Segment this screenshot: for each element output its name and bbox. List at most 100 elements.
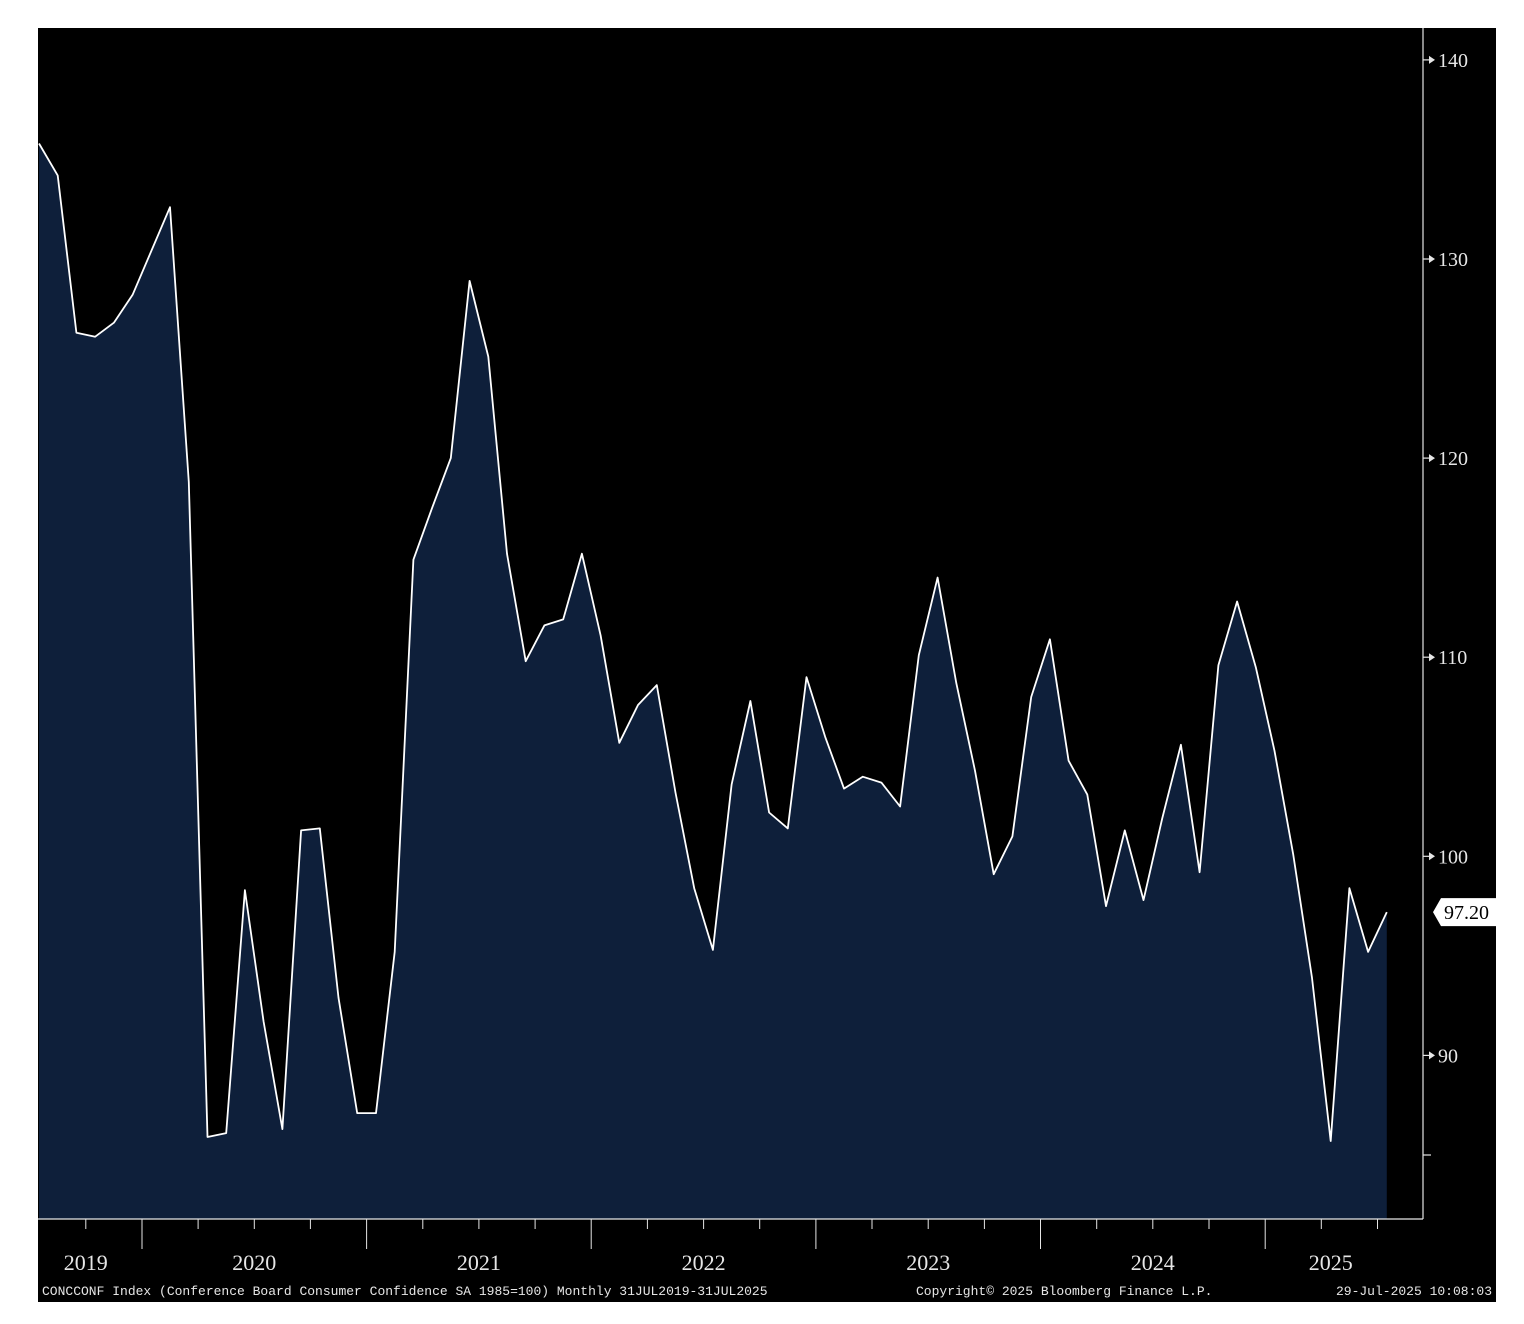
data-point bbox=[1067, 760, 1069, 762]
y-tick-label: 140 bbox=[1438, 50, 1468, 72]
data-point bbox=[394, 951, 396, 953]
data-point bbox=[862, 776, 864, 778]
y-tick-label: 130 bbox=[1438, 249, 1468, 271]
y-tick-label: 100 bbox=[1438, 846, 1468, 868]
data-point bbox=[506, 553, 508, 555]
data-point bbox=[281, 1128, 283, 1130]
data-point bbox=[188, 481, 190, 483]
data-point bbox=[1142, 899, 1144, 901]
y-tick-arrow bbox=[1429, 653, 1435, 662]
x-year-label: 2025 bbox=[1309, 1250, 1353, 1275]
footer-source: CONCCONF Index (Conference Board Consume… bbox=[42, 1284, 768, 1299]
data-point bbox=[562, 618, 564, 620]
data-point bbox=[150, 250, 152, 252]
data-point bbox=[1367, 951, 1369, 953]
data-point bbox=[599, 634, 601, 636]
data-point bbox=[337, 997, 339, 999]
data-point bbox=[57, 174, 59, 176]
data-point bbox=[1292, 853, 1294, 855]
data-point bbox=[375, 1112, 377, 1114]
data-point bbox=[543, 624, 545, 626]
data-point bbox=[1273, 750, 1275, 752]
data-point bbox=[1011, 835, 1013, 837]
data-point bbox=[244, 889, 246, 891]
data-point bbox=[94, 336, 96, 338]
data-point bbox=[843, 787, 845, 789]
data-point bbox=[1030, 696, 1032, 698]
data-point bbox=[300, 829, 302, 831]
y-tick-label: 110 bbox=[1438, 647, 1467, 669]
data-point bbox=[880, 781, 882, 783]
data-point bbox=[787, 827, 789, 829]
data-point bbox=[581, 553, 583, 555]
x-year-label: 2019 bbox=[64, 1250, 108, 1275]
y-tick-arrow bbox=[1429, 1051, 1435, 1060]
data-point bbox=[993, 873, 995, 875]
data-point bbox=[693, 887, 695, 889]
y-axis: 90 100 110 120 130 140 bbox=[1422, 28, 1468, 1219]
y-tick-label: 90 bbox=[1438, 1045, 1458, 1067]
data-point bbox=[1348, 887, 1350, 889]
data-point bbox=[1217, 664, 1219, 666]
data-point bbox=[1124, 829, 1126, 831]
data-point bbox=[1105, 905, 1107, 907]
data-point bbox=[974, 770, 976, 772]
data-point bbox=[450, 457, 452, 459]
data-point bbox=[75, 332, 77, 334]
data-point bbox=[1236, 600, 1238, 602]
data-point bbox=[525, 660, 527, 662]
data-point bbox=[487, 355, 489, 357]
data-point bbox=[1198, 871, 1200, 873]
x-year-label: 2020 bbox=[232, 1250, 276, 1275]
data-point bbox=[1330, 1140, 1332, 1142]
data-point bbox=[637, 704, 639, 706]
data-point bbox=[468, 280, 470, 282]
data-point bbox=[768, 811, 770, 813]
footer-copyright: Copyright© 2025 Bloomberg Finance L.P. bbox=[916, 1284, 1212, 1299]
data-point bbox=[1255, 666, 1257, 668]
footer-timestamp: 29-Jul-2025 10:08:03 bbox=[1336, 1284, 1492, 1299]
series-area bbox=[39, 143, 1387, 1219]
data-point bbox=[1161, 817, 1163, 819]
data-point bbox=[749, 700, 751, 702]
data-point bbox=[918, 654, 920, 656]
data-point bbox=[730, 783, 732, 785]
y-tick-arrow bbox=[1429, 55, 1435, 64]
data-point bbox=[225, 1132, 227, 1134]
y-tick-arrow bbox=[1429, 255, 1435, 263]
data-point bbox=[1180, 744, 1182, 746]
data-point bbox=[431, 507, 433, 509]
x-axis: 2019 2020 2021 2022 2023 2024 2025 bbox=[38, 1218, 1423, 1275]
data-point bbox=[955, 682, 957, 684]
data-point bbox=[206, 1136, 208, 1138]
data-point bbox=[824, 736, 826, 738]
last-value-tag bbox=[1433, 898, 1496, 927]
data-point bbox=[1049, 638, 1051, 640]
data-point bbox=[618, 742, 620, 744]
y-tick-arrow bbox=[1429, 454, 1435, 463]
y-tick-label: 120 bbox=[1438, 448, 1468, 470]
x-year-label: 2021 bbox=[457, 1250, 501, 1275]
data-point bbox=[656, 684, 658, 686]
last-value-label: 97.20 bbox=[1444, 902, 1489, 924]
data-point bbox=[319, 827, 321, 829]
data-point bbox=[1311, 977, 1313, 979]
last-value-marker: 97.20 bbox=[1433, 898, 1496, 927]
data-point bbox=[936, 576, 938, 578]
series-line bbox=[38, 143, 1388, 1142]
data-point bbox=[131, 294, 133, 296]
data-point bbox=[113, 322, 115, 324]
chart-frame: 90 100 110 120 130 140 2019 2020 2021 2022 2023 20… bbox=[38, 28, 1496, 1302]
data-point bbox=[356, 1112, 358, 1114]
data-point bbox=[712, 949, 714, 951]
data-point bbox=[899, 805, 901, 807]
x-year-label: 2024 bbox=[1131, 1250, 1175, 1275]
data-point bbox=[674, 791, 676, 793]
x-year-label: 2023 bbox=[906, 1250, 950, 1275]
y-tick-arrow bbox=[1429, 852, 1435, 861]
data-point bbox=[412, 559, 414, 561]
data-point bbox=[262, 1020, 264, 1022]
data-point bbox=[1386, 911, 1388, 913]
data-point bbox=[169, 206, 171, 208]
